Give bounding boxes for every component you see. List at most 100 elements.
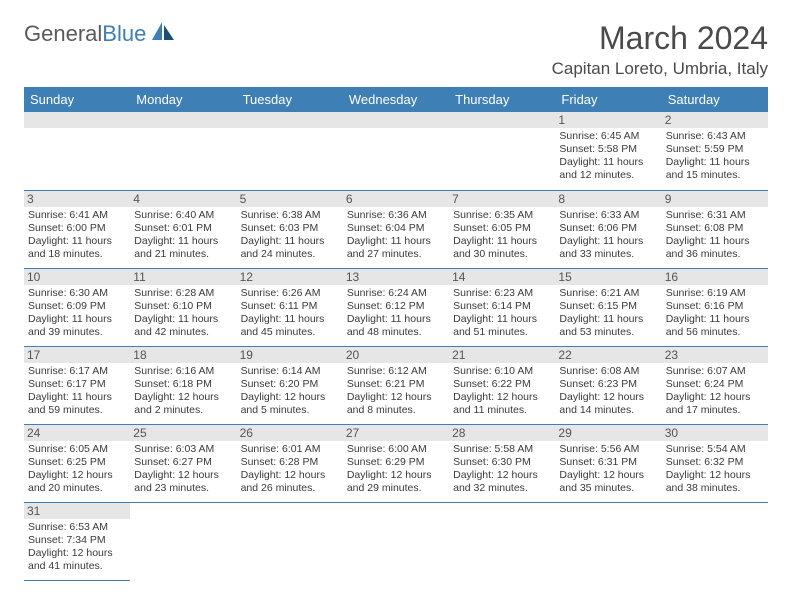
calendar-cell: 29Sunrise: 5:56 AMSunset: 6:31 PMDayligh… — [555, 424, 661, 502]
calendar-row: 31Sunrise: 6:53 AMSunset: 7:34 PMDayligh… — [24, 502, 768, 580]
daylight-line: and 32 minutes. — [453, 482, 551, 495]
sail-icon — [150, 20, 176, 47]
daylight-line: and 35 minutes. — [559, 482, 657, 495]
daylight-line: and 12 minutes. — [559, 169, 657, 182]
day-number: 9 — [662, 191, 768, 207]
daylight-line: and 15 minutes. — [666, 169, 764, 182]
day-number: 1 — [555, 112, 661, 128]
logo-part1: General — [24, 21, 102, 46]
day-number: 20 — [343, 347, 449, 363]
day-number: 2 — [662, 112, 768, 128]
calendar-cell: 2Sunrise: 6:43 AMSunset: 5:59 PMDaylight… — [662, 112, 768, 190]
sunrise-line: Sunrise: 6:40 AM — [134, 209, 232, 222]
header: GeneralBlue March 2024 Capitan Loreto, U… — [24, 20, 768, 79]
day-number: 16 — [662, 269, 768, 285]
daylight-line: and 51 minutes. — [453, 326, 551, 339]
daylight-line: and 2 minutes. — [134, 404, 232, 417]
daylight-line: Daylight: 11 hours — [347, 235, 445, 248]
sunrise-line: Sunrise: 6:05 AM — [28, 443, 126, 456]
calendar-cell-empty — [343, 112, 449, 190]
calendar-row: 1Sunrise: 6:45 AMSunset: 5:58 PMDaylight… — [24, 112, 768, 190]
sunset-line: Sunset: 6:28 PM — [241, 456, 339, 469]
calendar-cell: 25Sunrise: 6:03 AMSunset: 6:27 PMDayligh… — [130, 424, 236, 502]
sunset-line: Sunset: 6:08 PM — [666, 222, 764, 235]
calendar-row: 3Sunrise: 6:41 AMSunset: 6:00 PMDaylight… — [24, 190, 768, 268]
sunrise-line: Sunrise: 6:00 AM — [347, 443, 445, 456]
sunset-line: Sunset: 6:22 PM — [453, 378, 551, 391]
day-header: Saturday — [662, 87, 768, 112]
day-header: Wednesday — [343, 87, 449, 112]
sunset-line: Sunset: 6:03 PM — [241, 222, 339, 235]
daylight-line: and 24 minutes. — [241, 248, 339, 261]
calendar-table: SundayMondayTuesdayWednesdayThursdayFrid… — [24, 87, 768, 581]
sunrise-line: Sunrise: 6:33 AM — [559, 209, 657, 222]
sunrise-line: Sunrise: 6:21 AM — [559, 287, 657, 300]
daylight-line: Daylight: 11 hours — [666, 313, 764, 326]
calendar-cell-empty — [130, 502, 236, 580]
sunset-line: Sunset: 6:06 PM — [559, 222, 657, 235]
sunrise-line: Sunrise: 6:31 AM — [666, 209, 764, 222]
sunset-line: Sunset: 5:58 PM — [559, 143, 657, 156]
daylight-line: and 59 minutes. — [28, 404, 126, 417]
sunset-line: Sunset: 6:20 PM — [241, 378, 339, 391]
daylight-line: and 27 minutes. — [347, 248, 445, 261]
daylight-line: and 48 minutes. — [347, 326, 445, 339]
calendar-cell: 20Sunrise: 6:12 AMSunset: 6:21 PMDayligh… — [343, 346, 449, 424]
day-header: Tuesday — [237, 87, 343, 112]
calendar-cell: 6Sunrise: 6:36 AMSunset: 6:04 PMDaylight… — [343, 190, 449, 268]
sunrise-line: Sunrise: 6:12 AM — [347, 365, 445, 378]
daylight-line: and 17 minutes. — [666, 404, 764, 417]
calendar-cell: 15Sunrise: 6:21 AMSunset: 6:15 PMDayligh… — [555, 268, 661, 346]
calendar-cell: 30Sunrise: 5:54 AMSunset: 6:32 PMDayligh… — [662, 424, 768, 502]
calendar-cell-empty — [343, 502, 449, 580]
logo-part2: Blue — [102, 21, 146, 46]
daylight-line: and 21 minutes. — [134, 248, 232, 261]
sunset-line: Sunset: 6:05 PM — [453, 222, 551, 235]
day-number: 31 — [24, 503, 130, 519]
calendar-head: SundayMondayTuesdayWednesdayThursdayFrid… — [24, 87, 768, 112]
daylight-line: Daylight: 11 hours — [666, 235, 764, 248]
day-header: Friday — [555, 87, 661, 112]
calendar-cell-empty — [24, 112, 130, 190]
day-number: 15 — [555, 269, 661, 285]
daylight-line: Daylight: 11 hours — [28, 391, 126, 404]
sunset-line: Sunset: 6:17 PM — [28, 378, 126, 391]
sunrise-line: Sunrise: 6:08 AM — [559, 365, 657, 378]
daylight-line: and 26 minutes. — [241, 482, 339, 495]
calendar-row: 24Sunrise: 6:05 AMSunset: 6:25 PMDayligh… — [24, 424, 768, 502]
day-number-empty — [130, 112, 236, 128]
calendar-cell: 11Sunrise: 6:28 AMSunset: 6:10 PMDayligh… — [130, 268, 236, 346]
calendar-cell: 31Sunrise: 6:53 AMSunset: 7:34 PMDayligh… — [24, 502, 130, 580]
day-number: 4 — [130, 191, 236, 207]
calendar-cell-empty — [237, 112, 343, 190]
month-title: March 2024 — [552, 20, 768, 57]
sunrise-line: Sunrise: 5:58 AM — [453, 443, 551, 456]
sunrise-line: Sunrise: 6:23 AM — [453, 287, 551, 300]
sunrise-line: Sunrise: 6:10 AM — [453, 365, 551, 378]
day-number: 25 — [130, 425, 236, 441]
calendar-cell-empty — [449, 502, 555, 580]
day-number: 18 — [130, 347, 236, 363]
sunset-line: Sunset: 6:32 PM — [666, 456, 764, 469]
day-number: 22 — [555, 347, 661, 363]
calendar-cell: 26Sunrise: 6:01 AMSunset: 6:28 PMDayligh… — [237, 424, 343, 502]
day-header: Monday — [130, 87, 236, 112]
sunset-line: Sunset: 6:10 PM — [134, 300, 232, 313]
day-number: 8 — [555, 191, 661, 207]
sunset-line: Sunset: 5:59 PM — [666, 143, 764, 156]
sunset-line: Sunset: 6:04 PM — [347, 222, 445, 235]
day-number: 5 — [237, 191, 343, 207]
daylight-line: Daylight: 12 hours — [28, 547, 126, 560]
daylight-line: and 11 minutes. — [453, 404, 551, 417]
calendar-cell: 7Sunrise: 6:35 AMSunset: 6:05 PMDaylight… — [449, 190, 555, 268]
daylight-line: Daylight: 12 hours — [241, 469, 339, 482]
daylight-line: Daylight: 12 hours — [347, 391, 445, 404]
sunset-line: Sunset: 6:29 PM — [347, 456, 445, 469]
daylight-line: and 5 minutes. — [241, 404, 339, 417]
sunset-line: Sunset: 6:27 PM — [134, 456, 232, 469]
calendar-cell: 1Sunrise: 6:45 AMSunset: 5:58 PMDaylight… — [555, 112, 661, 190]
sunset-line: Sunset: 6:24 PM — [666, 378, 764, 391]
day-number: 29 — [555, 425, 661, 441]
calendar-cell-empty — [555, 502, 661, 580]
daylight-line: Daylight: 11 hours — [347, 313, 445, 326]
